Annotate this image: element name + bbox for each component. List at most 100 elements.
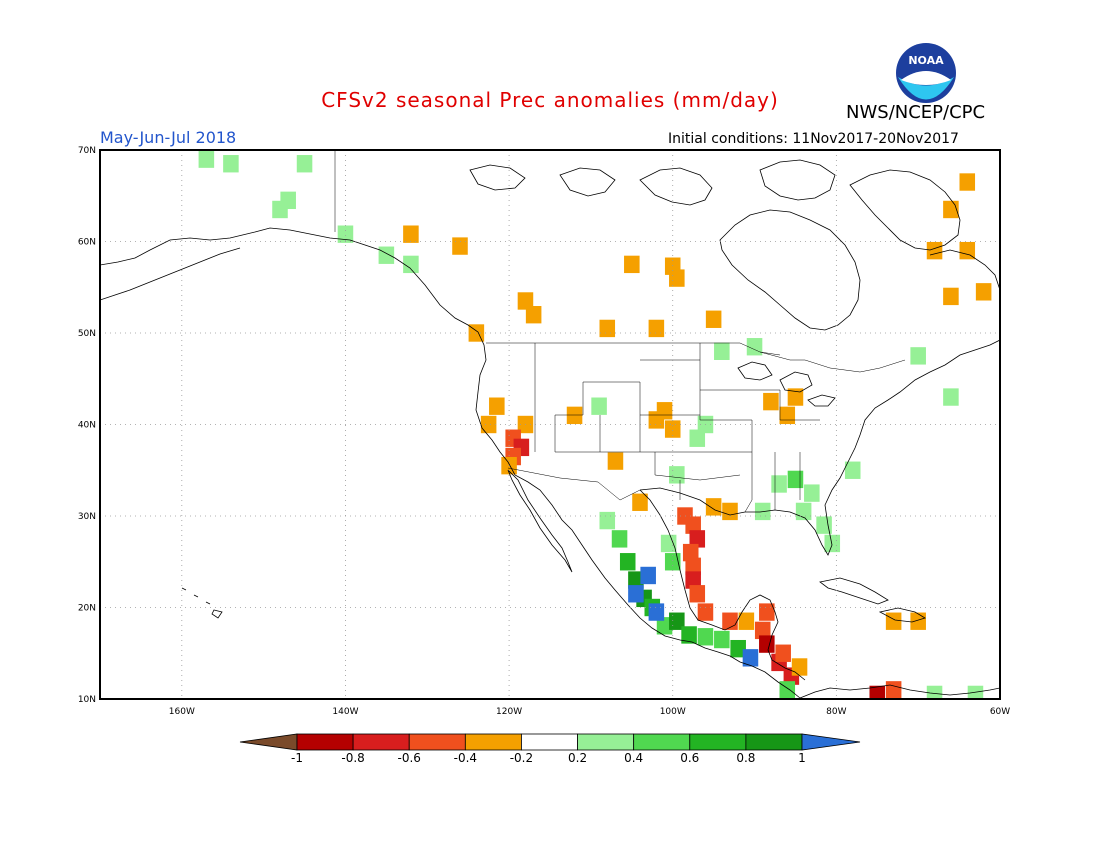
colorbar-segment xyxy=(352,733,410,751)
colorbar-label: 0.4 xyxy=(624,751,643,765)
anomaly-cell xyxy=(926,685,943,699)
anomaly-cell xyxy=(517,292,534,310)
anomaly-cell xyxy=(403,225,419,243)
anomaly-cell xyxy=(885,612,902,630)
anomaly-cell xyxy=(975,283,992,301)
anomaly-cell xyxy=(632,493,648,511)
colorbar-segment xyxy=(464,733,522,751)
anomaly-cell xyxy=(697,603,714,621)
lat-label: 60N xyxy=(78,238,96,248)
anomaly-cell xyxy=(816,516,832,534)
anomaly-cell xyxy=(959,241,976,260)
anomaly-cell xyxy=(378,246,395,264)
anomaly-cell xyxy=(754,621,771,640)
anomaly-cell xyxy=(705,310,722,328)
noaa-logo: NOAA xyxy=(896,43,956,103)
colorbar-segment xyxy=(296,733,354,751)
anomaly-cell xyxy=(656,617,673,635)
colorbar-high-arrow xyxy=(801,733,861,751)
anomaly-cell xyxy=(591,397,607,415)
anomaly-cell xyxy=(763,392,779,411)
colorbar-label: 0.6 xyxy=(680,751,699,765)
anomaly-cell xyxy=(787,388,804,406)
anomaly-cell xyxy=(824,534,841,553)
colorbar-label: -0.2 xyxy=(510,751,533,765)
anomaly-cell xyxy=(664,553,681,571)
longitude-labels: 160W 140W 120W 100W 80W 60W xyxy=(169,707,1010,717)
anomaly-cell xyxy=(452,237,468,255)
anomaly-cell xyxy=(759,635,775,653)
anomaly-cell xyxy=(669,269,685,287)
anomaly-cell xyxy=(525,306,542,324)
anomaly-cell xyxy=(648,603,665,621)
anomaly-cell xyxy=(967,685,984,699)
anomaly-cells xyxy=(198,150,992,699)
map-title: CFSv2 seasonal Prec anomalies (mm/day) xyxy=(321,88,779,112)
anomaly-cell xyxy=(682,543,699,562)
anomaly-cell xyxy=(722,502,738,521)
colorbar-segment xyxy=(521,733,578,751)
lat-label: 70N xyxy=(78,146,96,156)
colorbar-segment xyxy=(745,733,803,751)
anomaly-cell xyxy=(943,287,959,306)
colorbar-segment xyxy=(577,733,635,751)
anomaly-cell xyxy=(689,585,706,603)
lat-label: 20N xyxy=(78,604,96,614)
colorbar-label: -0.8 xyxy=(341,751,364,765)
anomaly-cell xyxy=(746,338,763,356)
period-label: May-Jun-Jul 2018 xyxy=(100,128,237,147)
anomaly-cell xyxy=(664,420,681,438)
lat-lon-grid xyxy=(100,150,1000,699)
anomaly-cell xyxy=(943,388,959,406)
anomaly-cell xyxy=(926,241,943,260)
colorbar-label: -1 xyxy=(291,751,303,765)
anomaly-cell xyxy=(714,630,730,649)
anomaly-cell xyxy=(844,461,861,479)
colorbar-segment xyxy=(408,733,466,751)
lon-label: 120W xyxy=(496,707,522,717)
latitude-labels: 10N 20N 30N 40N 50N 60N 70N xyxy=(78,146,96,705)
colorbar-label: 0.8 xyxy=(736,751,755,765)
lat-label: 50N xyxy=(78,329,96,339)
anomaly-cell xyxy=(403,255,419,274)
anomaly-cell xyxy=(791,658,808,676)
anomaly-cell xyxy=(223,155,239,173)
lat-label: 40N xyxy=(78,421,96,431)
anomaly-cell xyxy=(272,200,288,219)
anomaly-cell xyxy=(656,402,673,420)
lon-label: 100W xyxy=(660,707,686,717)
lon-label: 60W xyxy=(990,707,1010,717)
anomaly-cell xyxy=(296,155,313,173)
anomaly-cell xyxy=(885,681,902,699)
anomaly-cell xyxy=(742,649,759,667)
anomaly-cell xyxy=(910,347,926,365)
colorbar-label: 0.2 xyxy=(568,751,587,765)
initial-conditions-label: Initial conditions: 11Nov2017-20Nov2017 xyxy=(668,131,959,147)
anomaly-cell xyxy=(640,566,656,585)
anomaly-cell xyxy=(779,681,796,699)
anomaly-cell xyxy=(730,639,746,658)
anomaly-cell xyxy=(689,429,706,447)
anomaly-cell xyxy=(775,644,791,662)
lon-label: 140W xyxy=(332,707,358,717)
anomaly-cell xyxy=(566,406,583,425)
anomaly-cell xyxy=(624,255,640,274)
anomaly-cell xyxy=(787,470,804,489)
anomaly-cell xyxy=(480,415,497,434)
colorbar-segment xyxy=(689,733,747,751)
anomaly-cell xyxy=(685,516,701,534)
anomaly-cell xyxy=(804,484,820,502)
map-frame xyxy=(99,149,1001,700)
logo-text: NOAA xyxy=(908,54,944,67)
anomaly-cell xyxy=(779,406,796,425)
anomaly-cell xyxy=(705,498,722,516)
lon-label: 160W xyxy=(169,707,195,717)
anomaly-cell xyxy=(869,685,886,699)
colorbar-segment xyxy=(633,733,691,751)
colorbar-label: -0.4 xyxy=(454,751,477,765)
anomaly-cell xyxy=(669,466,685,484)
anomaly-cell xyxy=(959,173,976,191)
anomaly-cell xyxy=(910,612,926,630)
anomaly-cell xyxy=(771,475,787,493)
